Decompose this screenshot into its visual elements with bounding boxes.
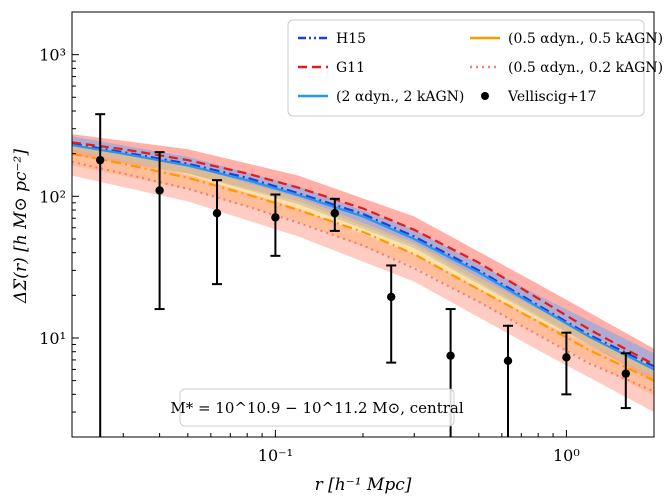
model-lines: [72, 141, 654, 393]
y-axis-label: ΔΣ(r) [h M⊙ pc⁻²]: [11, 149, 31, 304]
legend-marker-5: [481, 92, 489, 100]
annotation-box: M* = 10^10.9 − 10^11.2 M⊙, central: [170, 388, 464, 427]
legend-label-5: Velliscig+17: [507, 89, 597, 105]
y-tick-label: 10¹: [39, 329, 66, 348]
obs-point-3: [271, 213, 280, 222]
obs-point-6: [446, 351, 455, 360]
annotation-text: M* = 10^10.9 − 10^11.2 M⊙, central: [170, 399, 463, 417]
series-line-2: [72, 144, 654, 371]
legend-label-3: (0.5 αdyn., 0.5 kAGN): [508, 31, 663, 47]
axis-ticks: 10⁻¹ 10⁰ 10¹ 10² 10³: [39, 11, 655, 465]
series-line-3: [72, 152, 654, 382]
obs-point-0: [96, 155, 105, 165]
obs-point-5: [387, 292, 396, 302]
confidence-bands: [72, 134, 654, 413]
legend-label-1: G11: [336, 60, 365, 76]
series-line-4: [72, 160, 654, 393]
legend-frame: [287, 19, 645, 117]
velliscig-observations: [95, 113, 631, 437]
legend-label-2: (2 αdyn., 2 kAGN): [336, 89, 464, 105]
legend: H15 G11 (2 αdyn., 2 kAGN) (0.5 αdyn., 0.5 k…: [287, 19, 663, 117]
obs-point-2: [212, 208, 222, 218]
series-line-0: [72, 142, 654, 368]
obs-point-7: [503, 356, 513, 366]
y-tick-label: 10²: [39, 187, 66, 206]
x-tick-label: 10⁻¹: [258, 446, 293, 465]
x-tick-label: 10⁰: [553, 446, 580, 465]
obs-point-8: [562, 353, 571, 362]
obs-point-1: [155, 186, 164, 195]
band-3: [72, 149, 654, 413]
y-tick-label: 10³: [39, 46, 66, 65]
series-line-1: [72, 141, 654, 366]
obs-point-4: [330, 208, 339, 218]
obs-point-9: [621, 369, 630, 378]
x-axis-label: r [h⁻¹ Mpc]: [315, 475, 412, 495]
legend-label-0: H15: [336, 31, 366, 47]
legend-label-4: (0.5 αdyn., 0.2 kAGN): [508, 60, 663, 76]
